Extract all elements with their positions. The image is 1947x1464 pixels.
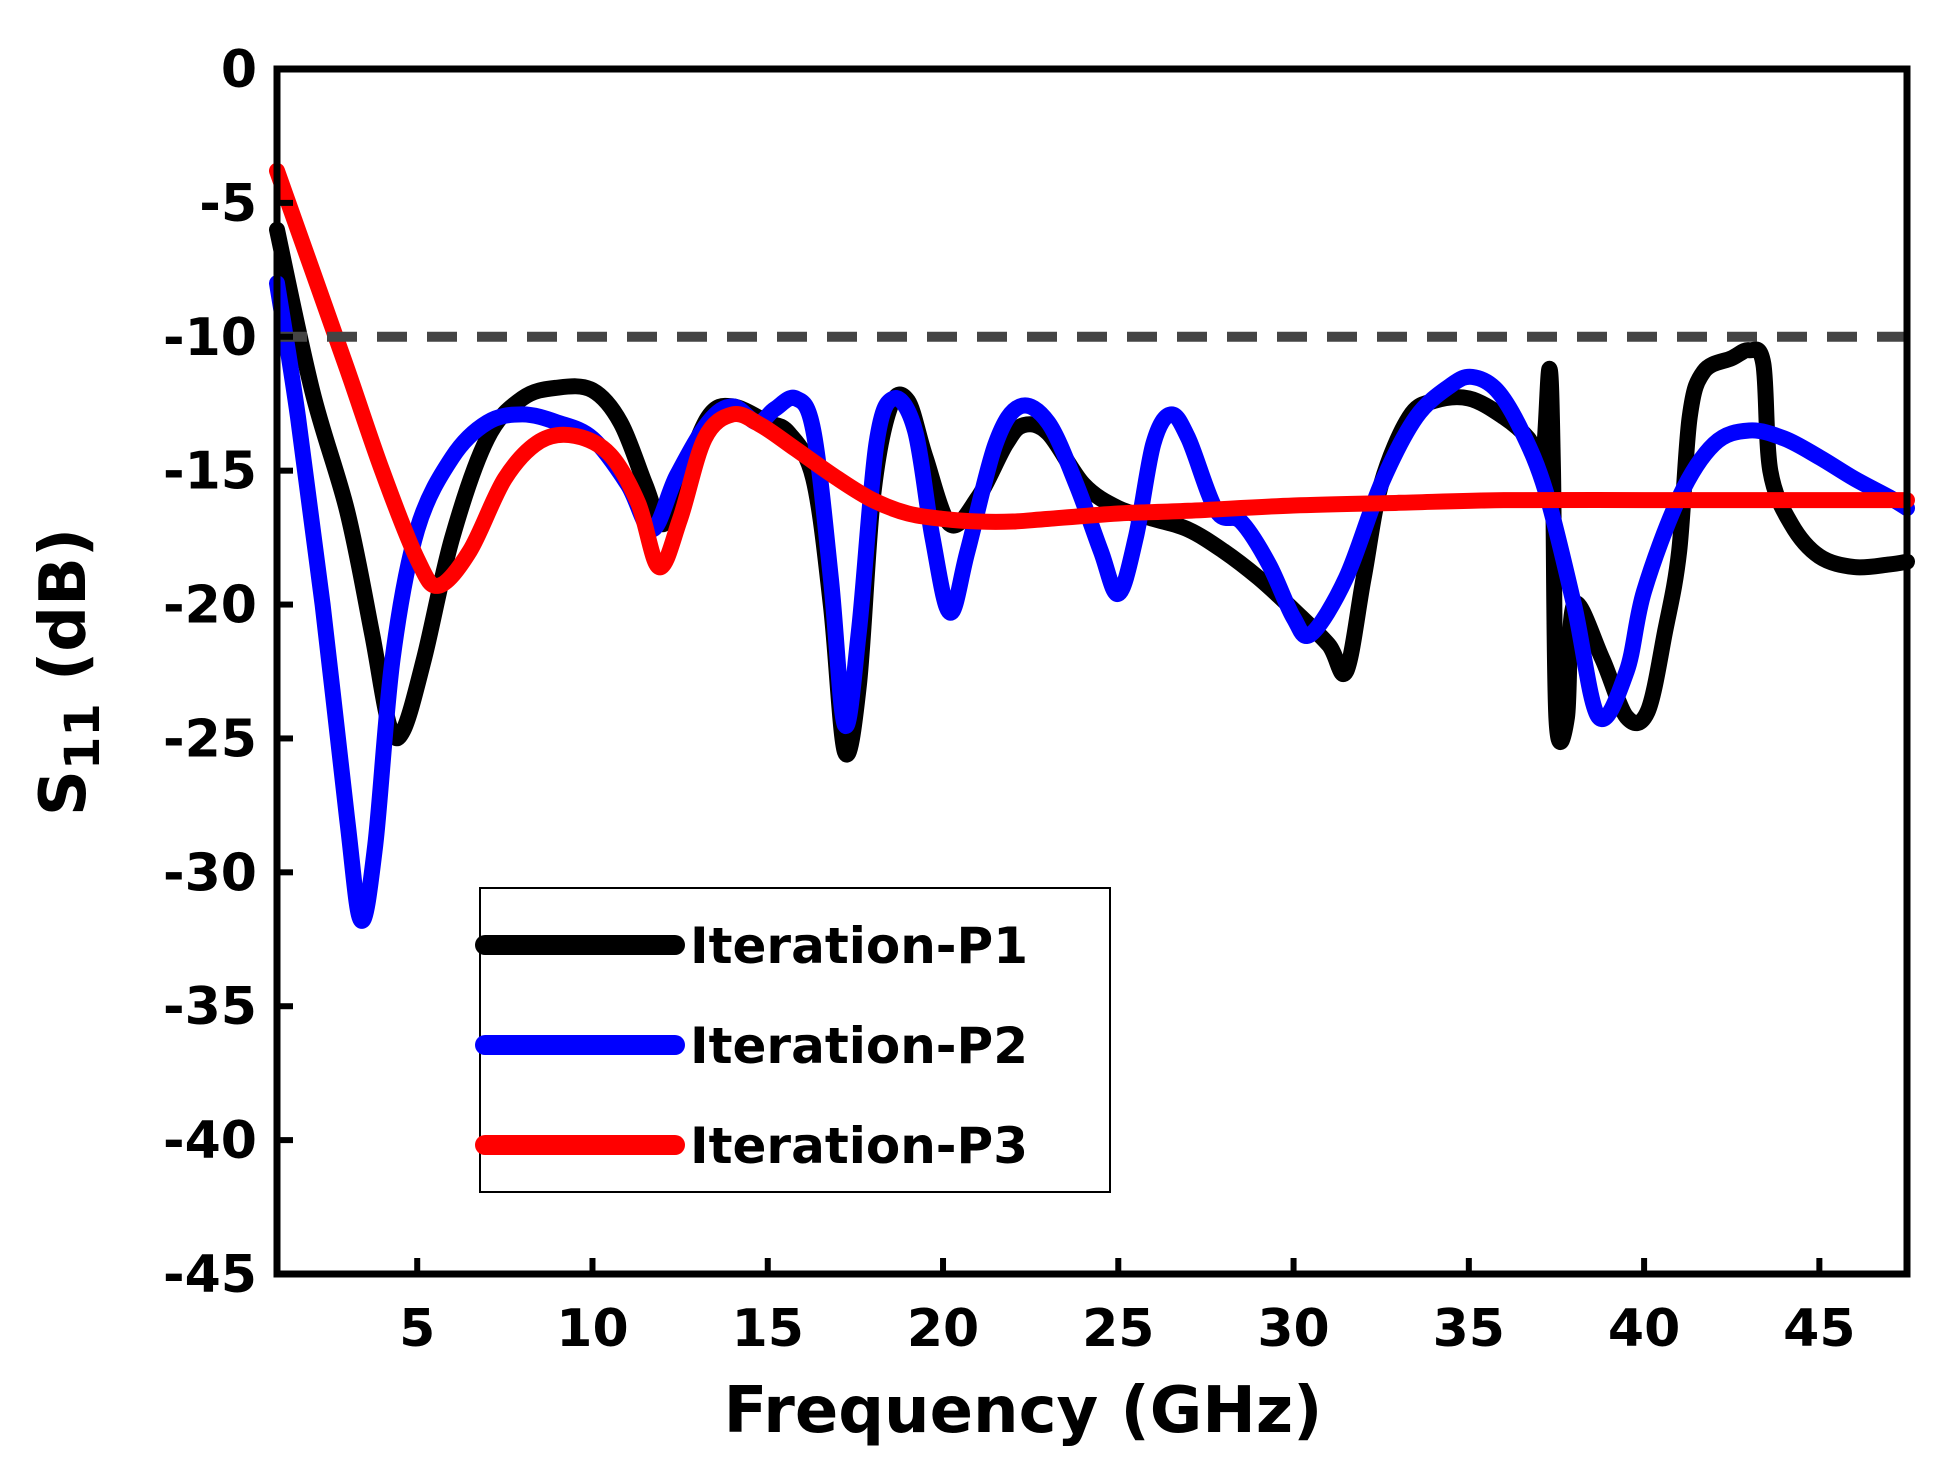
y-tick-label: -30 [163, 843, 257, 903]
series-line-3 [269, 162, 1915, 594]
plot-frame [273, 65, 1911, 1278]
x-axis-title: Frequency (GHz) [724, 1374, 1323, 1448]
y-tick-label: -25 [163, 709, 257, 769]
x-tick-label: 25 [1082, 1299, 1154, 1359]
series-line-2 [269, 275, 1915, 929]
x-tick-label: 45 [1783, 1299, 1855, 1359]
x-tick-label: 15 [732, 1299, 804, 1359]
x-tick-label: 40 [1608, 1299, 1680, 1359]
tick-layer: 5 10 15 20 25 30 35 40 45 0 -5 -10 -15 -20 -25 -30 -35 -4… [163, 40, 1856, 1359]
y-tick-label: -45 [163, 1245, 257, 1305]
y-axis-title: S11 (dB) [27, 528, 111, 816]
y-axis-title-subscript: 11 [55, 703, 111, 770]
x-tick-label: 30 [1257, 1299, 1329, 1359]
y-axis-title-suffix: (dB) [27, 528, 101, 703]
y-axis-title-prefix: S [27, 770, 101, 816]
y-tick-label: -5 [199, 174, 257, 234]
y-tick-label: -15 [163, 442, 257, 502]
x-tick-label: 10 [556, 1299, 628, 1359]
x-tick-label: 20 [907, 1299, 979, 1359]
y-tick-label: -35 [163, 977, 257, 1037]
y-tick-label: 0 [221, 40, 257, 100]
legend-label-p1: Iteration-P1 [690, 917, 1028, 975]
legend-label-p2: Iteration-P2 [690, 1017, 1028, 1075]
y-tick-label: -10 [163, 308, 257, 368]
series-layer [269, 162, 1915, 929]
y-tick-label: -40 [163, 1111, 257, 1171]
legend-label-p3: Iteration-P3 [690, 1117, 1028, 1175]
x-tick-label: 35 [1433, 1299, 1505, 1359]
legend: Iteration-P1 Iteration-P2 Iteration-P3 [475, 887, 1111, 1193]
y-tick-label: -20 [163, 576, 257, 636]
x-tick-label: 5 [399, 1299, 435, 1359]
